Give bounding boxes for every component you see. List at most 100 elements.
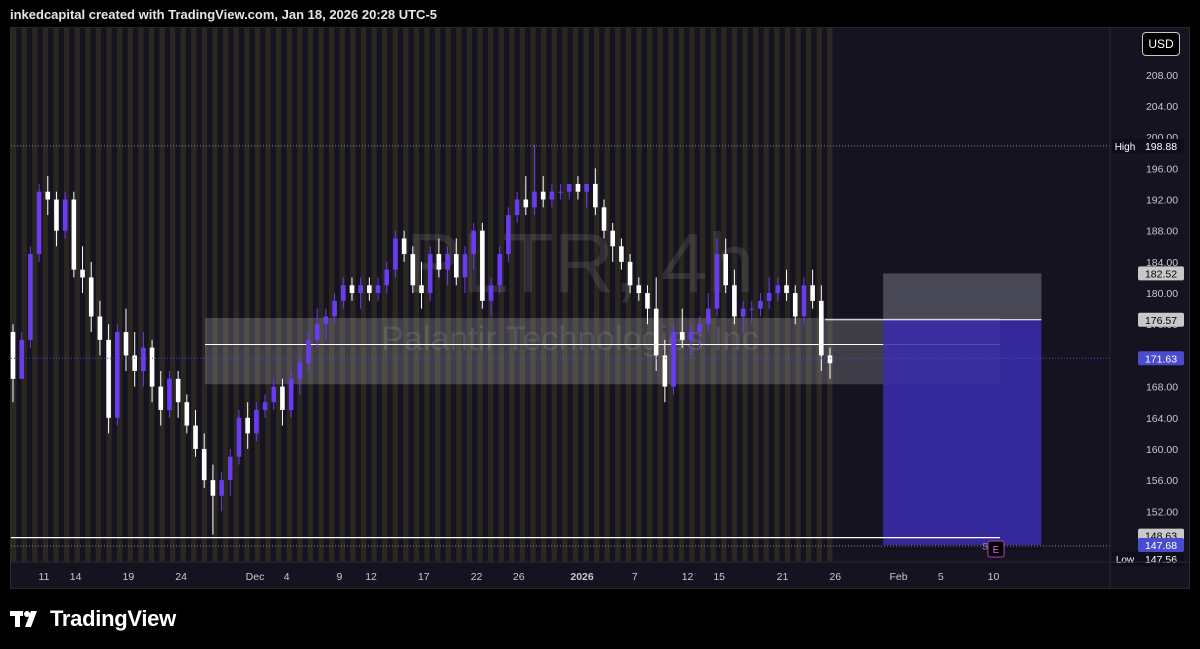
candle-body — [297, 363, 303, 379]
session-band — [668, 28, 674, 562]
candle-body — [792, 293, 798, 317]
price-label-bg — [1138, 312, 1184, 327]
candle-body — [758, 300, 763, 309]
candle-body — [688, 332, 694, 340]
y-tick-label: 192.00 — [1146, 195, 1178, 207]
session-band — [816, 28, 822, 562]
session-band — [360, 28, 367, 562]
candle-body — [480, 230, 485, 301]
session-band — [689, 28, 695, 562]
session-band — [297, 28, 303, 562]
session-band — [466, 28, 473, 562]
x-tick-label: Feb — [890, 571, 908, 583]
session-band — [678, 28, 685, 562]
candle-body — [141, 347, 146, 372]
candle-body — [288, 378, 294, 410]
candle-body — [653, 308, 659, 356]
price-label-176-57: 176.57 — [1138, 312, 1184, 327]
candle-body — [749, 308, 755, 310]
candle-body — [471, 230, 476, 255]
price-label-182-52: 182.52 — [1138, 266, 1184, 281]
session-band — [498, 28, 504, 562]
session-band — [148, 28, 155, 562]
price-label-value: 147.56 — [1145, 554, 1177, 566]
x-tick-label: 2026 — [570, 571, 594, 583]
x-tick-label: 10 — [988, 571, 1000, 583]
candle-body — [436, 254, 442, 270]
candle-body — [662, 355, 668, 387]
candle-body — [706, 308, 711, 325]
session-band — [180, 28, 186, 562]
session-band — [403, 28, 409, 562]
session-band — [159, 28, 165, 562]
x-tick-label: 4 — [284, 571, 290, 583]
session-band — [74, 28, 80, 562]
y-tick-label: 152.00 — [1146, 506, 1178, 518]
candle-body — [158, 386, 164, 410]
candle-body — [114, 332, 120, 418]
session-band — [21, 28, 27, 562]
session-band — [435, 28, 441, 562]
session-band — [32, 28, 38, 562]
candle-body — [810, 285, 815, 301]
session-band — [95, 28, 102, 562]
y-tick-label: 184.00 — [1146, 257, 1178, 269]
position-target-area — [883, 319, 1042, 546]
price-label-bg — [1138, 266, 1184, 281]
candle-body — [184, 402, 190, 426]
session-band — [445, 28, 451, 562]
x-tick-label: 21 — [777, 571, 789, 583]
price-label-value: 182.52 — [1145, 268, 1177, 280]
candle-body — [827, 355, 833, 364]
candle-body — [532, 191, 537, 208]
candle-body — [262, 402, 268, 410]
candle-body — [236, 417, 242, 457]
x-tick-label: 5 — [938, 571, 944, 583]
candle-body — [271, 386, 277, 403]
session-band — [424, 28, 430, 562]
session-band — [233, 28, 239, 562]
candle-body — [462, 254, 468, 278]
session-band — [382, 28, 388, 562]
session-band — [562, 28, 568, 562]
candle-body — [193, 425, 198, 449]
session-band — [784, 28, 791, 562]
candle-body — [610, 230, 616, 247]
price-label-low: 147.56 Low — [1112, 551, 1184, 566]
session-band — [763, 28, 769, 562]
candle-body — [245, 417, 250, 434]
candle-body — [201, 448, 207, 481]
session-band — [806, 28, 812, 562]
tradingview-logo-icon — [10, 611, 37, 627]
session-band — [530, 28, 536, 562]
candle-body — [566, 183, 572, 192]
candle-body — [488, 285, 494, 301]
candle-body — [514, 199, 520, 216]
session-band — [254, 28, 261, 562]
candle-body — [393, 238, 398, 270]
session-band — [265, 28, 271, 562]
session-band — [710, 28, 716, 562]
session-band — [742, 28, 748, 562]
candle-body — [210, 480, 216, 496]
candle-body — [97, 316, 103, 340]
y-tick-label: 196.00 — [1146, 163, 1178, 175]
candle-body — [323, 316, 329, 325]
session-band — [106, 28, 112, 562]
session-band — [371, 28, 377, 562]
earnings-event-marker[interactable]: E — [987, 540, 1005, 558]
position-stop-area — [883, 273, 1042, 320]
session-band — [625, 28, 632, 562]
y-tick-label: 204.00 — [1146, 101, 1178, 113]
x-tick-label: 19 — [123, 571, 135, 583]
candle-body — [149, 347, 155, 387]
session-band — [11, 28, 17, 562]
session-band — [572, 28, 579, 562]
candles-layer — [10, 144, 833, 535]
currency-button[interactable]: USD — [1142, 32, 1180, 56]
candle-body — [401, 238, 407, 255]
candle-body — [619, 246, 624, 262]
candle-body — [106, 339, 111, 418]
candle-body — [123, 332, 129, 356]
